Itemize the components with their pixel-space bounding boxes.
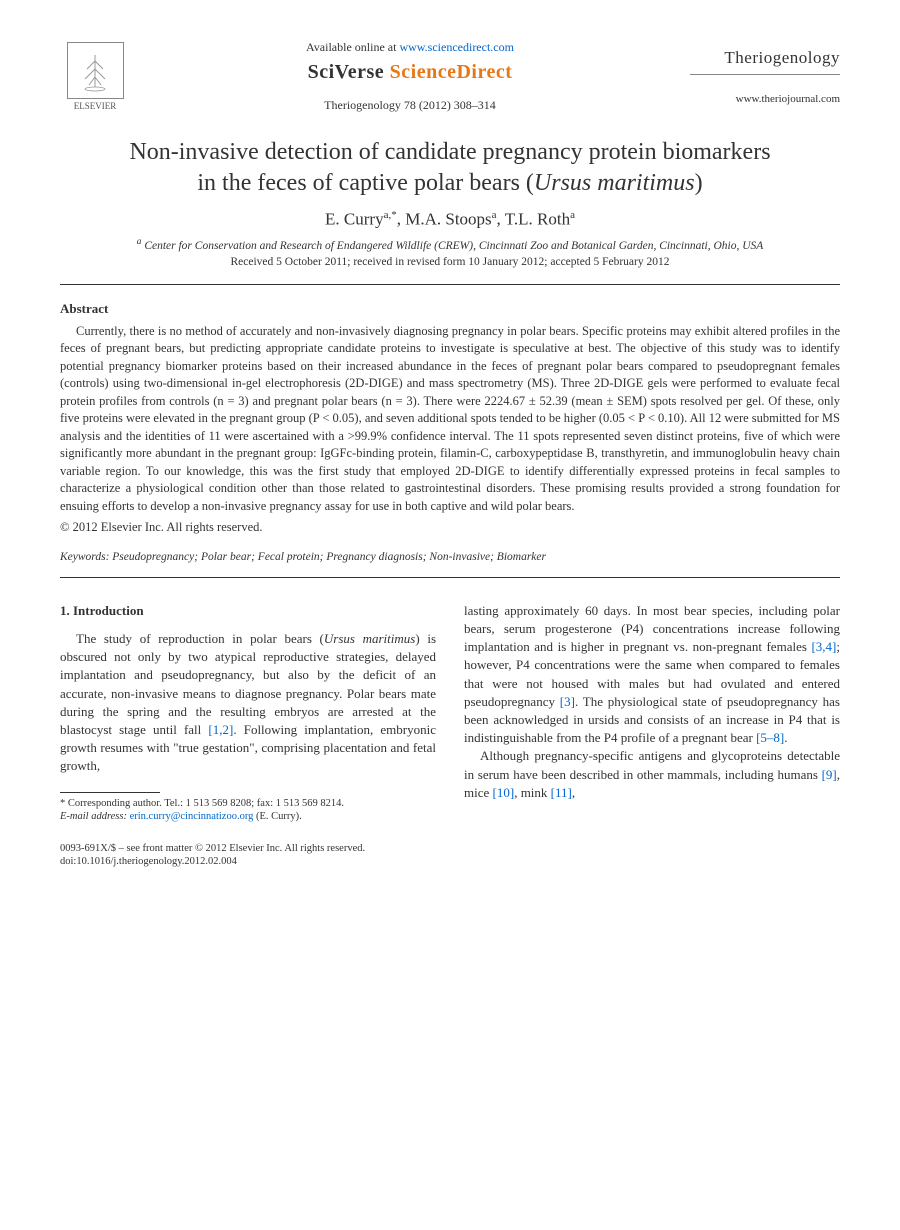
footnote-rule [60, 792, 160, 793]
copyright: © 2012 Elsevier Inc. All rights reserved… [60, 519, 840, 537]
intro-para-1: The study of reproduction in polar bears… [60, 630, 436, 776]
abstract-body: Currently, there is no method of accurat… [60, 323, 840, 537]
sciverse-logo: SciVerse ScienceDirect [130, 61, 690, 84]
header-center: Available online at www.sciencedirect.co… [130, 40, 690, 113]
publisher-name: ELSEVIER [74, 101, 117, 111]
abstract-heading: Abstract [60, 301, 840, 317]
divider [60, 284, 840, 285]
citation-link[interactable]: [1,2] [208, 722, 233, 737]
header-row: ELSEVIER Available online at www.science… [60, 40, 840, 113]
body-columns: 1. Introduction The study of reproductio… [60, 602, 840, 824]
citation-link[interactable]: [5–8] [756, 730, 784, 745]
column-right: lasting approximately 60 days. In most b… [464, 602, 840, 824]
citation-link[interactable]: [3,4] [811, 639, 836, 654]
keywords: Keywords: Pseudopregnancy; Polar bear; F… [60, 551, 840, 563]
citation-link[interactable]: [3] [560, 694, 575, 709]
journal-name: Theriogenology [690, 48, 840, 75]
elsevier-tree-icon [67, 42, 124, 99]
column-left: 1. Introduction The study of reproductio… [60, 602, 436, 824]
journal-url: www.theriojournal.com [690, 93, 840, 105]
affiliation: a Center for Conservation and Research o… [60, 236, 840, 252]
citation-link[interactable]: [11] [551, 785, 572, 800]
available-online-text: Available online at www.sciencedirect.co… [130, 40, 690, 55]
intro-heading: 1. Introduction [60, 602, 436, 620]
authors: E. Currya,*, M.A. Stoopsa, T.L. Rotha [60, 209, 840, 230]
email-link[interactable]: erin.curry@cincinnatizoo.org [127, 811, 253, 822]
citation-link[interactable]: [9] [822, 767, 837, 782]
footer-copyright: 0093-691X/$ – see front matter © 2012 El… [60, 842, 840, 856]
page-footer: 0093-691X/$ – see front matter © 2012 El… [60, 842, 840, 869]
sciencedirect-link[interactable]: www.sciencedirect.com [399, 40, 514, 54]
publisher-logo: ELSEVIER [60, 42, 130, 111]
article-dates: Received 5 October 2011; received in rev… [60, 256, 840, 268]
footer-doi: doi:10.1016/j.theriogenology.2012.02.004 [60, 855, 840, 869]
intro-para-2: Although pregnancy-specific antigens and… [464, 747, 840, 802]
journal-citation: Theriogenology 78 (2012) 308–314 [130, 98, 690, 113]
journal-block: Theriogenology www.theriojournal.com [690, 48, 840, 105]
page-container: ELSEVIER Available online at www.science… [0, 0, 900, 899]
corresponding-author-footnote: * Corresponding author. Tel.: 1 513 569 … [60, 797, 436, 824]
intro-para-1-cont: lasting approximately 60 days. In most b… [464, 602, 840, 748]
article-title: Non-invasive detection of candidate preg… [90, 137, 810, 199]
citation-link[interactable]: [10] [493, 785, 515, 800]
divider [60, 577, 840, 578]
